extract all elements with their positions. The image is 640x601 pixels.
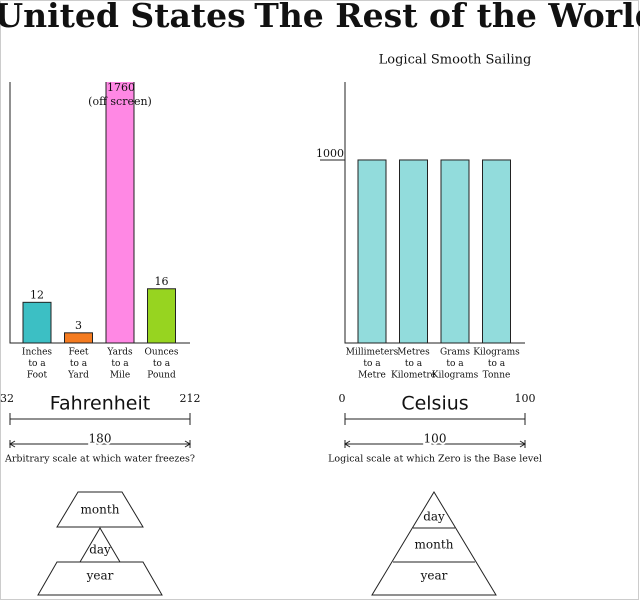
- x-tick-label: to a: [28, 359, 46, 369]
- axis: [9, 82, 190, 344]
- x-tick-label: Metre: [358, 371, 386, 381]
- pyramid-label: day: [89, 543, 111, 557]
- axis: [344, 82, 525, 344]
- span-arrow: [344, 440, 526, 448]
- bars: [22, 82, 176, 344]
- x-tick-label: Foot: [27, 371, 48, 381]
- x-tick-label: Millimeters: [346, 348, 399, 358]
- x-tick-label: Kilograms: [473, 348, 520, 358]
- pyramid-label: month: [81, 503, 120, 517]
- pyramid-label: year: [86, 569, 114, 583]
- bar: [147, 288, 176, 344]
- scale-line: [9, 413, 191, 425]
- x-tick-label: Grams: [440, 348, 470, 358]
- x-tick-label: Kilometre: [391, 371, 436, 381]
- pyramid: [37, 491, 497, 596]
- pyramid-label: month: [415, 538, 454, 552]
- scale-name: Celsius: [401, 393, 468, 415]
- pyramid-block: [37, 561, 163, 596]
- x-tick-label: to a: [153, 359, 171, 369]
- bar: [64, 332, 93, 344]
- heading: United States: [0, 0, 246, 35]
- x-tick-label: Mile: [110, 371, 130, 381]
- x-tick-label: to a: [446, 359, 464, 369]
- x-tick-label: to a: [111, 359, 129, 369]
- annotation: (off screen): [88, 95, 152, 108]
- scale-line: [344, 413, 526, 425]
- x-tick-label: Tonne: [483, 371, 511, 381]
- scale-caption: Logical scale at which Zero is the Base …: [328, 454, 542, 465]
- value-label: 12: [30, 288, 44, 301]
- y-tick-label: 1000: [316, 147, 344, 160]
- x-tick-label: Yard: [67, 371, 89, 381]
- x-tick-label: to a: [488, 359, 506, 369]
- scale-low: 32: [0, 392, 14, 405]
- bar: [440, 159, 470, 344]
- x-tick-label: Yards: [106, 348, 133, 358]
- x-tick-label: Kilograms: [432, 371, 479, 381]
- x-tick-label: Pound: [147, 371, 176, 381]
- heading: The Rest of the World: [254, 0, 640, 35]
- x-tick-label: to a: [70, 359, 88, 369]
- value-label: 1760: [107, 81, 135, 94]
- pyramid-label: day: [423, 510, 445, 524]
- bar: [482, 159, 511, 344]
- x-tick-label: to a: [405, 359, 423, 369]
- scale-high: 100: [515, 392, 536, 405]
- scale-name: Fahrenheit: [50, 393, 150, 415]
- bar: [357, 159, 387, 344]
- x-tick-label: Metres: [397, 348, 430, 358]
- span-label: 100: [424, 432, 447, 446]
- value-label: 3: [75, 319, 82, 332]
- pyramid-block: [371, 491, 497, 596]
- value-label: 16: [155, 275, 169, 288]
- x-tick-label: Feet: [68, 348, 88, 358]
- bar: [399, 159, 428, 344]
- scale-caption: Arbitrary scale at which water freezes?: [4, 454, 195, 465]
- span-arrow: [9, 440, 191, 448]
- chart-title: Logical Smooth Sailing: [379, 53, 532, 68]
- pyramid-block: [56, 491, 144, 528]
- x-tick-label: Ounces: [145, 348, 179, 358]
- x-tick-label: Inches: [22, 348, 53, 358]
- pyramid-label: year: [420, 569, 448, 583]
- span-label: 180: [89, 432, 112, 446]
- bars: [357, 159, 511, 344]
- bar: [22, 301, 52, 344]
- scale-low: 0: [339, 392, 346, 405]
- bar: [105, 82, 135, 344]
- scale-high: 212: [180, 392, 201, 405]
- x-tick-label: to a: [363, 359, 381, 369]
